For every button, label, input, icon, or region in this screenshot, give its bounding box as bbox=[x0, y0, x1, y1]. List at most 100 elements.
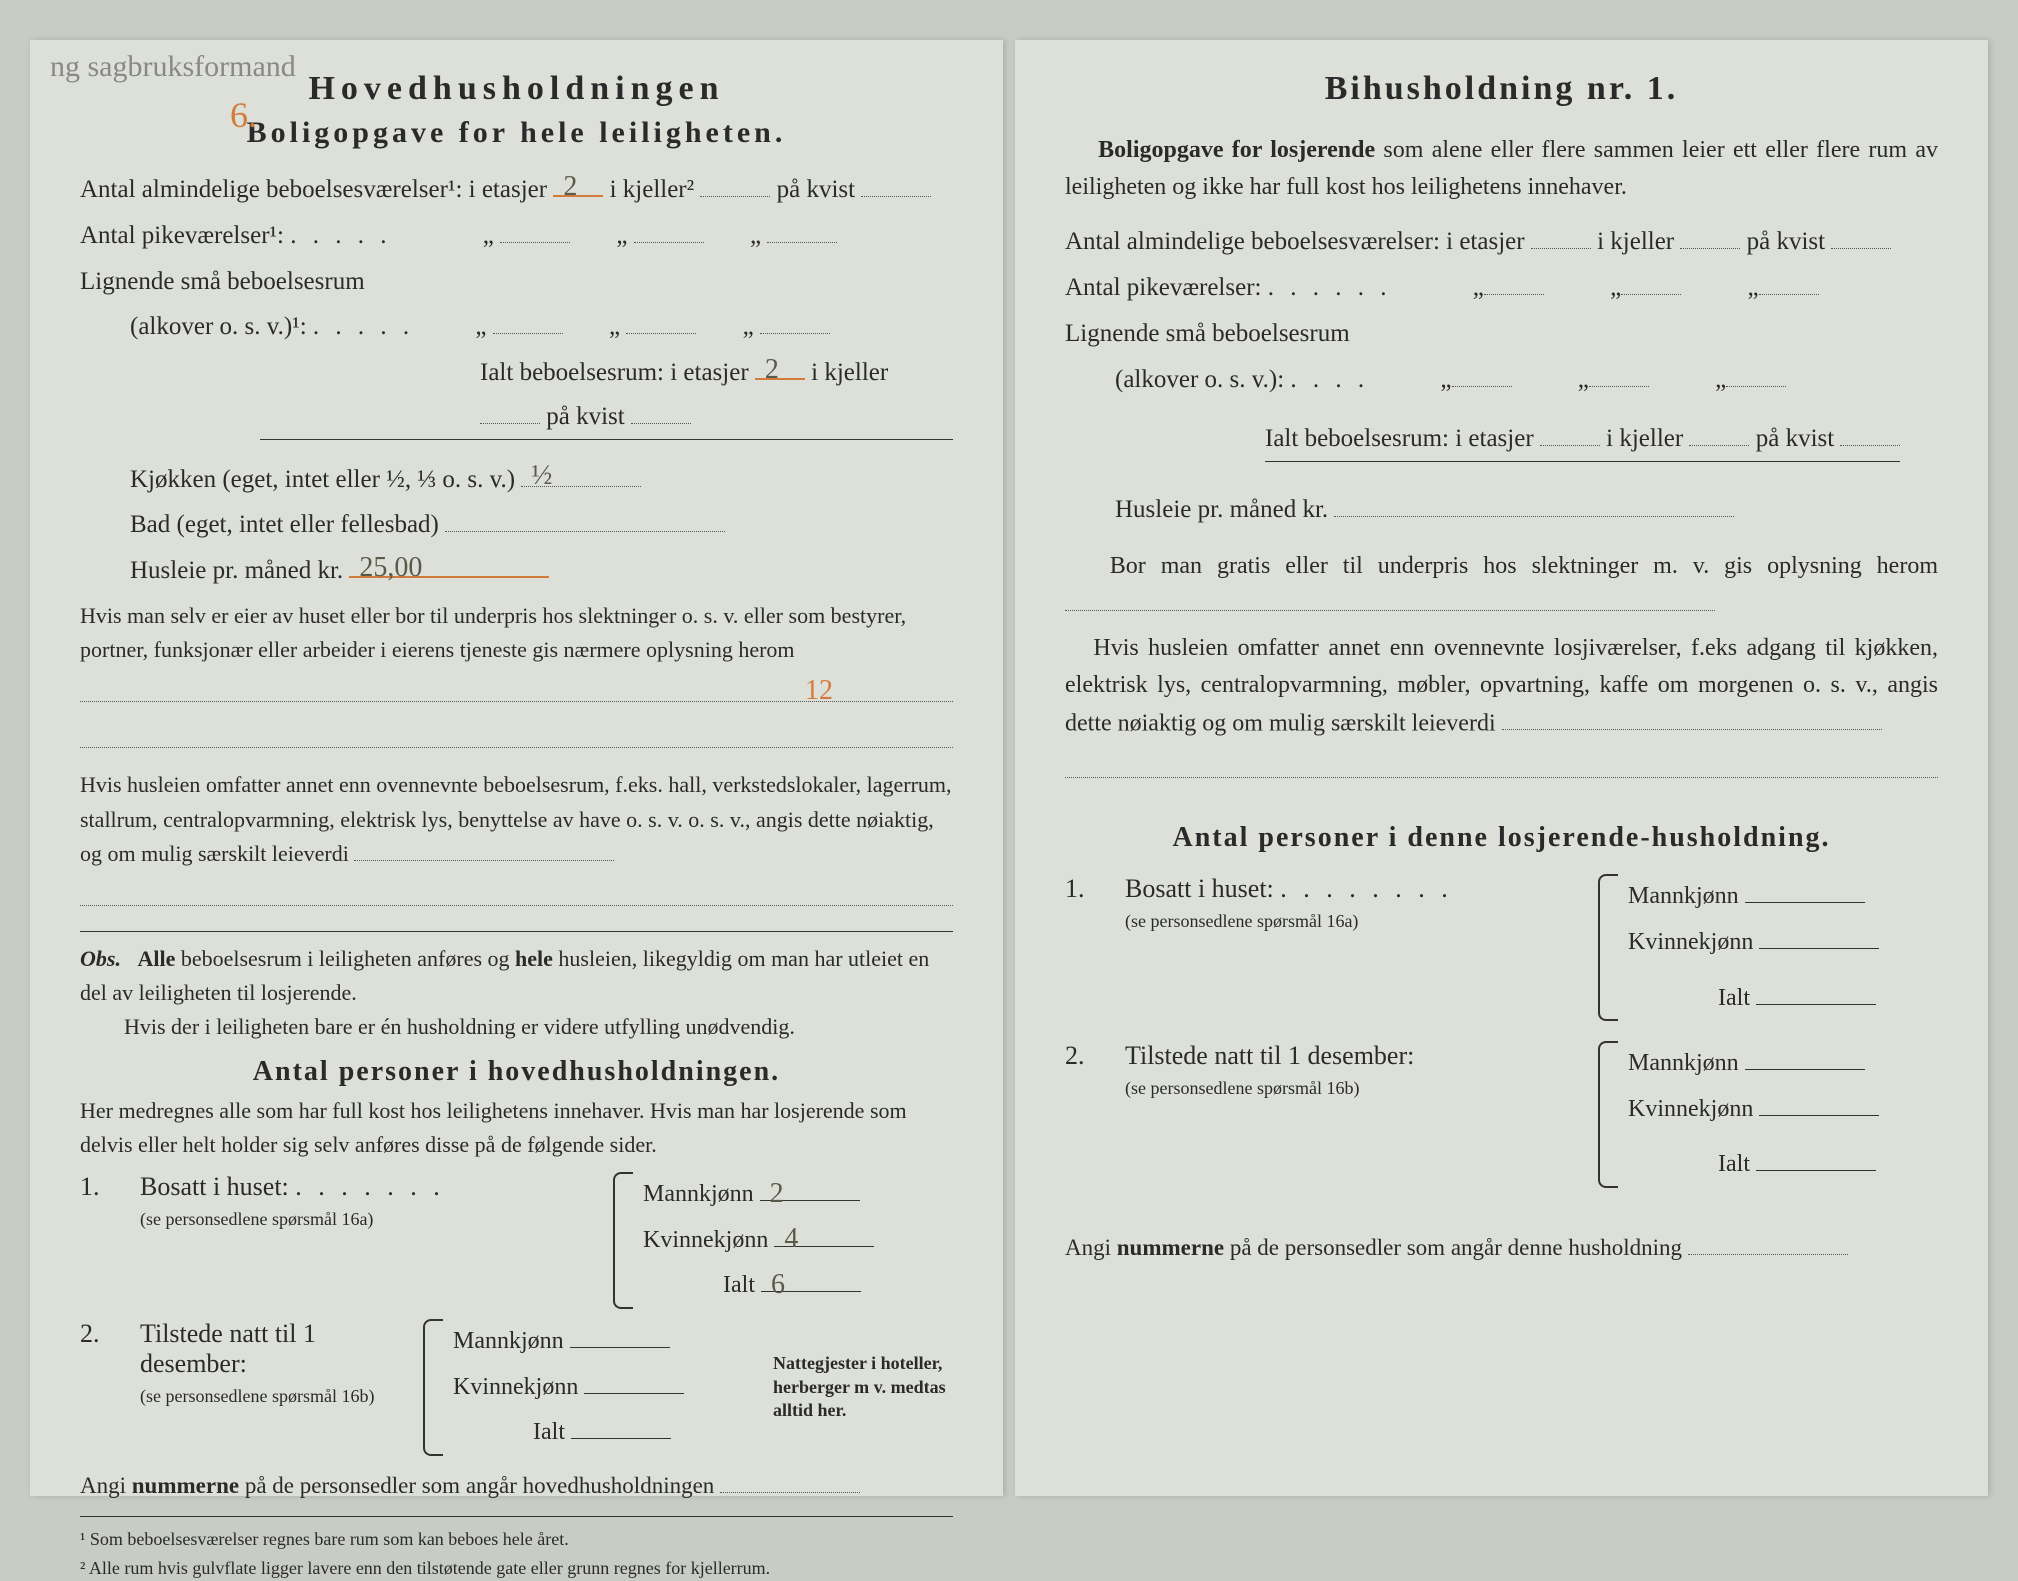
bracket-icon bbox=[1598, 1041, 1618, 1188]
hand-val: 2 bbox=[563, 162, 577, 211]
hand-val: 25,00 bbox=[359, 543, 422, 592]
field[interactable] bbox=[1589, 359, 1649, 387]
blank-line bbox=[80, 877, 953, 921]
field[interactable]: 2 bbox=[755, 353, 805, 381]
label: på kvist bbox=[1756, 425, 1834, 452]
field[interactable] bbox=[571, 1413, 671, 1439]
label: Bosatt i huset: . . . . . . . . (se pers… bbox=[1125, 874, 1598, 1021]
bracket-col: Mannkjønn Kvinnekjønn Ialt bbox=[423, 1319, 763, 1456]
sub: (se personsedlene spørsmål 16a) bbox=[1125, 911, 1358, 931]
corner-number: 6. bbox=[230, 94, 257, 136]
field[interactable]: 2 bbox=[760, 1175, 860, 1201]
item-2: 2. Tilstede natt til 1 desember: (se per… bbox=[80, 1319, 953, 1456]
field[interactable]: 6 bbox=[761, 1266, 861, 1292]
field[interactable] bbox=[354, 837, 614, 861]
kvinne-label: Kvinnekjønn bbox=[643, 1227, 768, 1253]
label: i kjeller bbox=[1606, 425, 1683, 452]
blank-line: 12 bbox=[80, 673, 953, 717]
label: Bosatt i huset: . . . . . . . (se person… bbox=[140, 1172, 613, 1309]
field[interactable] bbox=[1759, 923, 1879, 949]
angi-row: Angi nummerne på de personsedler som ang… bbox=[1065, 1228, 1938, 1268]
label: Tilstede natt til 1 desember: (se person… bbox=[140, 1319, 423, 1456]
field[interactable] bbox=[1831, 222, 1891, 250]
field[interactable] bbox=[634, 215, 704, 243]
field[interactable] bbox=[1531, 222, 1591, 250]
field[interactable] bbox=[1452, 359, 1512, 387]
val: 6 bbox=[771, 1258, 785, 1311]
field[interactable] bbox=[1745, 1044, 1865, 1070]
bracket-col: Mannkjønn Kvinnekjønn Ialt bbox=[1598, 1041, 1938, 1188]
field-kjeller[interactable] bbox=[700, 170, 770, 198]
label: Lignende små beboelsesrum bbox=[80, 268, 365, 295]
field[interactable] bbox=[80, 720, 953, 748]
bracket-icon bbox=[1598, 874, 1618, 1021]
para-eier: Hvis man selv er eier av huset eller bor… bbox=[80, 599, 953, 667]
field[interactable] bbox=[1540, 419, 1600, 447]
field[interactable] bbox=[570, 1322, 670, 1348]
ialt-label: Ialt bbox=[1718, 985, 1750, 1011]
label: Ialt beboelsesrum: i etasjer bbox=[1265, 425, 1534, 452]
label: Husleie pr. måned kr. bbox=[130, 557, 343, 584]
field[interactable] bbox=[584, 1367, 684, 1393]
field[interactable] bbox=[1688, 1230, 1848, 1255]
label-text: Tilstede natt til 1 desember: bbox=[140, 1319, 316, 1378]
field[interactable] bbox=[1759, 268, 1819, 296]
field[interactable]: 4 bbox=[774, 1220, 874, 1246]
mann-label: Mannkjønn bbox=[1628, 883, 1739, 909]
section-intro: Her medregnes alle som har full kost hos… bbox=[80, 1094, 953, 1162]
label: Antal almindelige beboelsesværelser: i e… bbox=[1065, 228, 1525, 255]
right-page: Bihusholdning nr. 1. Boligopgave for los… bbox=[1015, 40, 1988, 1496]
field-kjokken[interactable]: ½ bbox=[521, 459, 641, 487]
row-pike: Antal pikeværelser¹: . . . . . „ „ „ bbox=[80, 214, 953, 258]
intro-para: Boligopgave for losjerende som alene ell… bbox=[1065, 132, 1938, 206]
field[interactable] bbox=[1756, 978, 1876, 1004]
row-bebo: Antal almindelige beboelsesværelser: i e… bbox=[1065, 220, 1938, 264]
label: i kjeller² bbox=[610, 176, 695, 203]
field[interactable] bbox=[1334, 490, 1734, 518]
field[interactable] bbox=[1484, 268, 1544, 296]
field[interactable] bbox=[767, 215, 837, 243]
num: 2. bbox=[1065, 1041, 1125, 1188]
row-pike: Antal pikeværelser: . . . . . . „ „ „ bbox=[1065, 266, 1938, 310]
field[interactable] bbox=[1502, 704, 1882, 730]
field[interactable] bbox=[631, 396, 691, 424]
field[interactable] bbox=[1726, 359, 1786, 387]
field[interactable] bbox=[1621, 268, 1681, 296]
angi-text: Angi nummerne på de personsedler som ang… bbox=[1065, 1235, 1682, 1260]
item-1: 1. Bosatt i huset: . . . . . . . (se per… bbox=[80, 1172, 953, 1309]
field[interactable] bbox=[1065, 585, 1715, 611]
field[interactable] bbox=[760, 307, 830, 335]
field[interactable] bbox=[1759, 1089, 1879, 1115]
field[interactable] bbox=[493, 307, 563, 335]
field[interactable] bbox=[720, 1467, 860, 1492]
field[interactable] bbox=[480, 396, 540, 424]
field[interactable] bbox=[1745, 877, 1865, 903]
field[interactable] bbox=[626, 307, 696, 335]
row-alkover: (alkover o. s. v.): . . . . „ „ „ bbox=[1065, 358, 1938, 402]
field-etasjer[interactable]: 2 bbox=[553, 170, 603, 198]
num: 1. bbox=[1065, 874, 1125, 1021]
hand-val: 12 bbox=[805, 666, 833, 715]
obs-text: Alle beboelsesrum i leiligheten anføres … bbox=[80, 946, 929, 1005]
field[interactable] bbox=[1756, 1145, 1876, 1171]
intro-bold: Boligopgave for losjerende bbox=[1098, 137, 1375, 163]
field[interactable] bbox=[1689, 419, 1749, 447]
field[interactable] bbox=[1680, 222, 1740, 250]
field[interactable] bbox=[1065, 750, 1938, 778]
footnote-1: ¹ Som beboelsesværelser regnes bare rum … bbox=[80, 1527, 953, 1552]
val: 4 bbox=[784, 1212, 798, 1265]
field-bad[interactable] bbox=[445, 505, 725, 533]
left-subtitle: Boligopgave for hele leiligheten. bbox=[80, 116, 953, 150]
item-1: 1. Bosatt i huset: . . . . . . . . (se p… bbox=[1065, 874, 1938, 1021]
mann-label: Mannkjønn bbox=[1628, 1050, 1739, 1076]
field-kvist[interactable] bbox=[861, 170, 931, 198]
text: Hvis man selv er eier av huset eller bor… bbox=[80, 603, 906, 662]
text: Bor man gratis eller til underpris hos s… bbox=[1110, 553, 1938, 579]
field-husleie[interactable]: 25,00 bbox=[349, 551, 549, 579]
field[interactable]: 12 bbox=[80, 674, 953, 702]
label: på kvist bbox=[777, 176, 855, 203]
field[interactable] bbox=[80, 878, 953, 906]
field[interactable] bbox=[500, 215, 570, 243]
row-ialt-rum: Ialt beboelsesrum: i etasjer 2 i kjeller… bbox=[260, 351, 953, 440]
field[interactable] bbox=[1840, 419, 1900, 447]
